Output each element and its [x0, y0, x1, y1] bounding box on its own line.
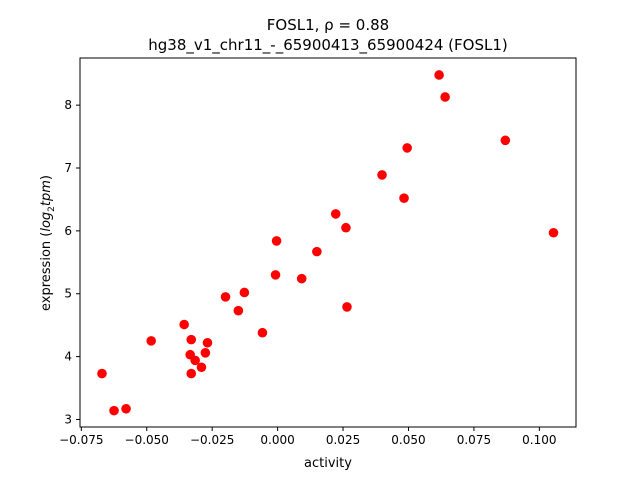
data-point: [341, 222, 351, 233]
data-point: [312, 246, 322, 257]
data-point: [190, 355, 200, 366]
data-point: [121, 403, 131, 414]
y-tick-label: 4: [64, 350, 72, 364]
data-point: [146, 336, 156, 346]
chart-title-line1: FOSL1, ρ = 0.88: [267, 16, 389, 34]
data-point: [377, 170, 387, 180]
x-tick-label: 0.025: [326, 433, 360, 447]
x-tick-label: 0.075: [457, 433, 491, 447]
data-point: [402, 143, 412, 153]
data-point: [202, 337, 213, 348]
data-point: [179, 319, 189, 330]
data-point: [296, 273, 307, 284]
data-point: [239, 287, 250, 298]
y-axis-label: expression (log2tpm): [39, 175, 57, 311]
plot-frame: [79, 57, 577, 428]
y-tick-label: 7: [64, 161, 72, 175]
y-tick-label: 8: [64, 98, 72, 112]
data-point: [196, 362, 207, 373]
y-tick-label: 6: [64, 224, 72, 238]
data-point: [97, 368, 107, 379]
data-point: [200, 348, 211, 358]
data-point: [330, 209, 341, 219]
data-point: [271, 236, 282, 246]
x-tick-label: −0.025: [190, 433, 234, 447]
data-point: [257, 327, 268, 338]
data-point: [186, 368, 197, 379]
data-point: [186, 334, 197, 345]
data-point: [233, 305, 244, 316]
x-tick-label: −0.075: [59, 433, 103, 447]
x-tick-label: −0.050: [125, 433, 169, 447]
data-point: [270, 270, 281, 280]
data-point: [342, 302, 352, 312]
data-point: [220, 292, 231, 302]
x-tick-label: 0.050: [391, 433, 425, 447]
y-tick-label: 5: [64, 287, 72, 301]
data-point: [500, 135, 511, 146]
y-tick-label: 3: [64, 412, 72, 426]
data-point: [399, 193, 409, 203]
data-point: [440, 92, 450, 102]
x-tick-label: 0.000: [260, 433, 294, 447]
data-point: [548, 227, 559, 238]
chart-title-line2: hg38_v1_chr11_-_65900413_65900424 (FOSL1…: [148, 36, 507, 55]
x-tick-label: 0.100: [522, 433, 556, 447]
data-point: [109, 405, 119, 416]
data-point: [434, 70, 444, 80]
x-axis-label: activity: [304, 456, 352, 471]
